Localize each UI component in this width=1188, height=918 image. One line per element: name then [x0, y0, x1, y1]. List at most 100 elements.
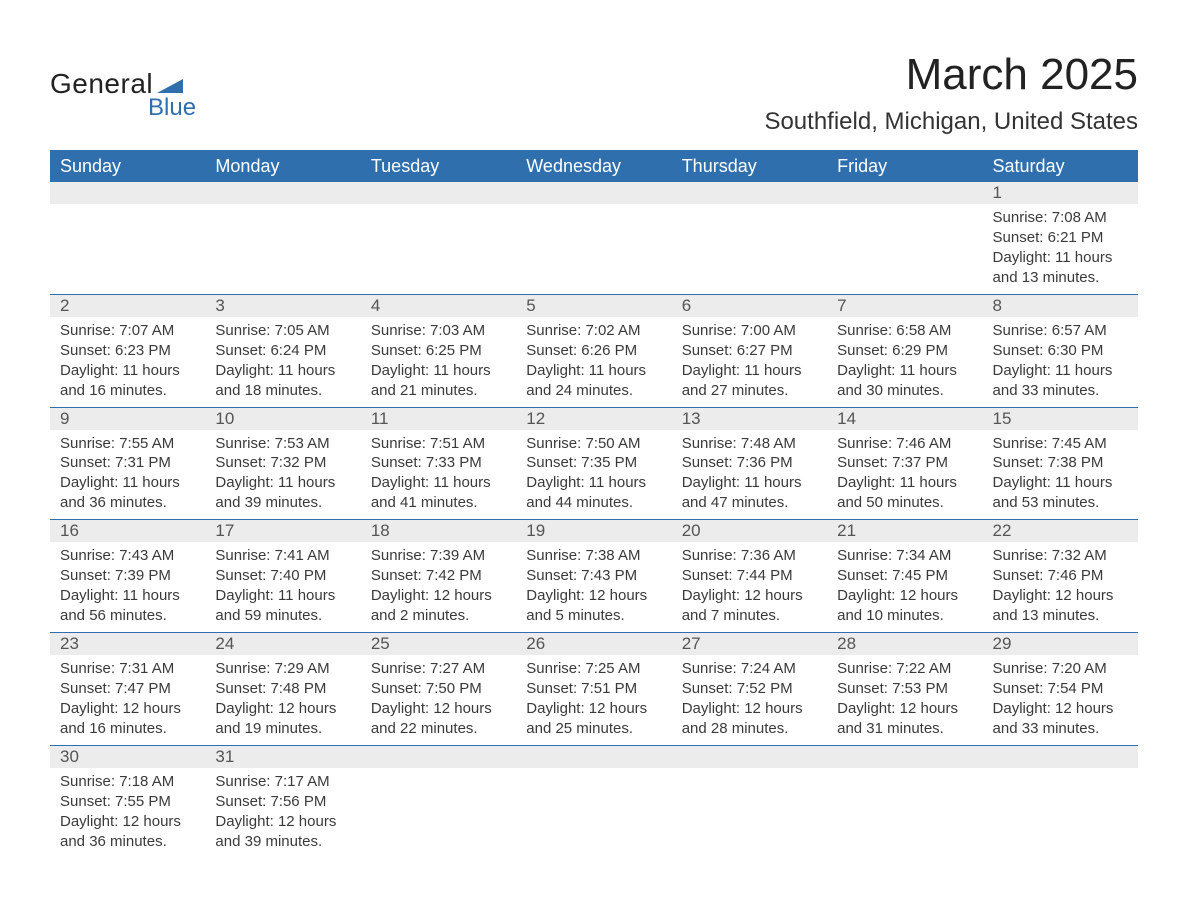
cell-body: Sunrise: 7:07 AMSunset: 6:23 PMDaylight:…	[50, 317, 205, 407]
logo: General Blue	[50, 68, 196, 122]
day-number: 11	[361, 408, 516, 430]
sunset-text: Sunset: 7:45 PM	[837, 566, 976, 586]
sunrise-text: Sunrise: 7:20 AM	[993, 659, 1132, 679]
day-number: 27	[672, 633, 827, 655]
calendar-cell: 3Sunrise: 7:05 AMSunset: 6:24 PMDaylight…	[205, 295, 360, 407]
day-header: Friday	[827, 156, 982, 177]
cell-body: Sunrise: 7:55 AMSunset: 7:31 PMDaylight:…	[50, 430, 205, 520]
day-header: Wednesday	[516, 156, 671, 177]
cell-body: Sunrise: 7:53 AMSunset: 7:32 PMDaylight:…	[205, 430, 360, 520]
calendar-cell: 20Sunrise: 7:36 AMSunset: 7:44 PMDayligh…	[672, 520, 827, 632]
day-header: Monday	[205, 156, 360, 177]
calendar-cell: .	[516, 182, 671, 294]
calendar-cell: 18Sunrise: 7:39 AMSunset: 7:42 PMDayligh…	[361, 520, 516, 632]
day-number: 30	[50, 746, 205, 768]
sunset-text: Sunset: 6:25 PM	[371, 341, 510, 361]
cell-body: Sunrise: 7:41 AMSunset: 7:40 PMDaylight:…	[205, 542, 360, 632]
sunrise-text: Sunrise: 7:08 AM	[993, 208, 1132, 228]
sunset-text: Sunset: 7:42 PM	[371, 566, 510, 586]
sunrise-text: Sunrise: 7:48 AM	[682, 434, 821, 454]
calendar-cell: 25Sunrise: 7:27 AMSunset: 7:50 PMDayligh…	[361, 633, 516, 745]
calendar-cell: .	[516, 746, 671, 858]
calendar-cell: 21Sunrise: 7:34 AMSunset: 7:45 PMDayligh…	[827, 520, 982, 632]
daylight-text: Daylight: 11 hours and 44 minutes.	[526, 473, 665, 513]
sunrise-text: Sunrise: 7:31 AM	[60, 659, 199, 679]
week-row: 16Sunrise: 7:43 AMSunset: 7:39 PMDayligh…	[50, 520, 1138, 633]
sunset-text: Sunset: 6:27 PM	[682, 341, 821, 361]
sunset-text: Sunset: 7:56 PM	[215, 792, 354, 812]
calendar-cell: 9Sunrise: 7:55 AMSunset: 7:31 PMDaylight…	[50, 408, 205, 520]
calendar-cell: 2Sunrise: 7:07 AMSunset: 6:23 PMDaylight…	[50, 295, 205, 407]
cell-body: Sunrise: 7:17 AMSunset: 7:56 PMDaylight:…	[205, 768, 360, 858]
day-header: Thursday	[672, 156, 827, 177]
sunrise-text: Sunrise: 7:43 AM	[60, 546, 199, 566]
sunrise-text: Sunrise: 7:17 AM	[215, 772, 354, 792]
cell-body: Sunrise: 7:24 AMSunset: 7:52 PMDaylight:…	[672, 655, 827, 745]
sunrise-text: Sunrise: 6:57 AM	[993, 321, 1132, 341]
daylight-text: Daylight: 11 hours and 59 minutes.	[215, 586, 354, 626]
day-number: .	[50, 182, 205, 204]
cell-body: Sunrise: 7:34 AMSunset: 7:45 PMDaylight:…	[827, 542, 982, 632]
calendar-cell: 11Sunrise: 7:51 AMSunset: 7:33 PMDayligh…	[361, 408, 516, 520]
day-number: 28	[827, 633, 982, 655]
cell-body: Sunrise: 7:39 AMSunset: 7:42 PMDaylight:…	[361, 542, 516, 632]
calendar-cell: .	[361, 182, 516, 294]
sunrise-text: Sunrise: 7:36 AM	[682, 546, 821, 566]
week-row: 2Sunrise: 7:07 AMSunset: 6:23 PMDaylight…	[50, 295, 1138, 408]
sunrise-text: Sunrise: 7:38 AM	[526, 546, 665, 566]
cell-body: Sunrise: 7:05 AMSunset: 6:24 PMDaylight:…	[205, 317, 360, 407]
daylight-text: Daylight: 11 hours and 41 minutes.	[371, 473, 510, 513]
cell-body: Sunrise: 7:18 AMSunset: 7:55 PMDaylight:…	[50, 768, 205, 858]
day-number: 10	[205, 408, 360, 430]
sunset-text: Sunset: 7:36 PM	[682, 453, 821, 473]
day-number: 24	[205, 633, 360, 655]
day-number: 3	[205, 295, 360, 317]
daylight-text: Daylight: 12 hours and 36 minutes.	[60, 812, 199, 852]
cell-body	[50, 204, 205, 284]
cell-body: Sunrise: 7:43 AMSunset: 7:39 PMDaylight:…	[50, 542, 205, 632]
week-row: 9Sunrise: 7:55 AMSunset: 7:31 PMDaylight…	[50, 408, 1138, 521]
day-number: 16	[50, 520, 205, 542]
daylight-text: Daylight: 12 hours and 22 minutes.	[371, 699, 510, 739]
calendar-cell: 4Sunrise: 7:03 AMSunset: 6:25 PMDaylight…	[361, 295, 516, 407]
week-row: 30Sunrise: 7:18 AMSunset: 7:55 PMDayligh…	[50, 746, 1138, 858]
daylight-text: Daylight: 11 hours and 53 minutes.	[993, 473, 1132, 513]
cell-body: Sunrise: 7:27 AMSunset: 7:50 PMDaylight:…	[361, 655, 516, 745]
calendar-cell: .	[50, 182, 205, 294]
sunset-text: Sunset: 7:32 PM	[215, 453, 354, 473]
sunrise-text: Sunrise: 7:24 AM	[682, 659, 821, 679]
daylight-text: Daylight: 12 hours and 39 minutes.	[215, 812, 354, 852]
cell-body: Sunrise: 6:57 AMSunset: 6:30 PMDaylight:…	[983, 317, 1138, 407]
day-number: .	[827, 746, 982, 768]
month-title: March 2025	[764, 50, 1138, 100]
sunset-text: Sunset: 7:46 PM	[993, 566, 1132, 586]
sunrise-text: Sunrise: 7:41 AM	[215, 546, 354, 566]
sunrise-text: Sunrise: 7:27 AM	[371, 659, 510, 679]
day-number: 7	[827, 295, 982, 317]
day-number: .	[205, 182, 360, 204]
sunrise-text: Sunrise: 7:46 AM	[837, 434, 976, 454]
calendar-cell: 8Sunrise: 6:57 AMSunset: 6:30 PMDaylight…	[983, 295, 1138, 407]
cell-body: Sunrise: 7:20 AMSunset: 7:54 PMDaylight:…	[983, 655, 1138, 745]
daylight-text: Daylight: 11 hours and 33 minutes.	[993, 361, 1132, 401]
cell-body: Sunrise: 7:32 AMSunset: 7:46 PMDaylight:…	[983, 542, 1138, 632]
calendar-cell: .	[827, 182, 982, 294]
cell-body: Sunrise: 7:50 AMSunset: 7:35 PMDaylight:…	[516, 430, 671, 520]
sunrise-text: Sunrise: 6:58 AM	[837, 321, 976, 341]
calendar-cell: 26Sunrise: 7:25 AMSunset: 7:51 PMDayligh…	[516, 633, 671, 745]
calendar-cell: 24Sunrise: 7:29 AMSunset: 7:48 PMDayligh…	[205, 633, 360, 745]
day-number: 21	[827, 520, 982, 542]
sunrise-text: Sunrise: 7:32 AM	[993, 546, 1132, 566]
calendar-cell: 14Sunrise: 7:46 AMSunset: 7:37 PMDayligh…	[827, 408, 982, 520]
day-number: 23	[50, 633, 205, 655]
logo-text-blue: Blue	[148, 94, 196, 122]
day-number: 2	[50, 295, 205, 317]
calendar-cell: 1Sunrise: 7:08 AMSunset: 6:21 PMDaylight…	[983, 182, 1138, 294]
sunrise-text: Sunrise: 7:02 AM	[526, 321, 665, 341]
daylight-text: Daylight: 12 hours and 7 minutes.	[682, 586, 821, 626]
day-number: 6	[672, 295, 827, 317]
cell-body: Sunrise: 7:08 AMSunset: 6:21 PMDaylight:…	[983, 204, 1138, 294]
sunset-text: Sunset: 7:52 PM	[682, 679, 821, 699]
sunset-text: Sunset: 7:31 PM	[60, 453, 199, 473]
cell-body: Sunrise: 7:46 AMSunset: 7:37 PMDaylight:…	[827, 430, 982, 520]
